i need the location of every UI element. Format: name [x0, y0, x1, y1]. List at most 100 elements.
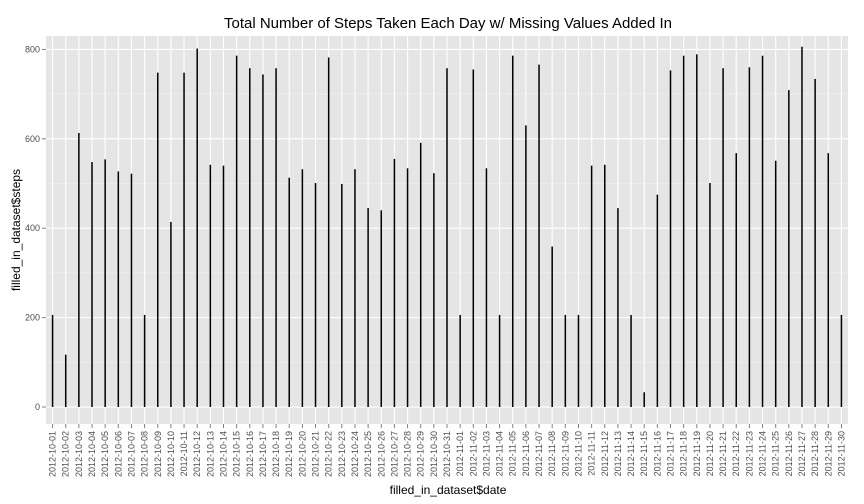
bar — [78, 133, 80, 408]
bar — [288, 177, 290, 408]
bar — [314, 183, 317, 408]
x-tick-label: 2012-10-14 — [218, 431, 228, 477]
x-axis-ticks: 2012-10-01 2012-10-02 2012-10-03 2012-10-04… — [48, 424, 846, 477]
bar — [354, 169, 356, 408]
bar — [669, 70, 672, 408]
bar — [406, 168, 409, 408]
bar — [117, 171, 120, 408]
bar — [827, 153, 830, 408]
bar — [367, 208, 369, 408]
x-tick-label: 2012-10-12 — [192, 431, 202, 477]
bar — [840, 314, 843, 408]
x-tick-label: 2012-10-03 — [74, 431, 84, 477]
bar — [774, 160, 777, 408]
x-tick-label: 2012-11-28 — [810, 431, 820, 476]
bar — [735, 153, 737, 408]
x-tick-label: 2012-10-24 — [350, 431, 360, 477]
chart-title: Total Number of Steps Taken Each Day w/ … — [224, 15, 672, 32]
x-tick-label: 2012-11-20 — [705, 431, 715, 476]
x-tick-label: 2012-11-19 — [692, 431, 702, 476]
bar — [51, 314, 54, 408]
x-tick-label: 2012-10-10 — [166, 431, 176, 477]
x-tick-label: 2012-11-26 — [784, 431, 794, 476]
x-tick-label: 2012-11-30 — [836, 431, 846, 476]
x-tick-label: 2012-11-06 — [521, 431, 531, 476]
x-tick-label: 2012-11-11 — [587, 431, 597, 476]
bar — [327, 57, 330, 408]
bar — [249, 68, 251, 408]
bar — [551, 246, 553, 408]
bar — [656, 194, 659, 408]
bar — [630, 314, 632, 408]
x-tick-label: 2012-11-02 — [468, 431, 478, 476]
bar — [485, 168, 488, 408]
x-tick-label: 2012-11-23 — [744, 431, 754, 476]
x-tick-label: 2012-10-11 — [179, 431, 189, 476]
bar — [459, 314, 461, 408]
bar — [761, 55, 764, 408]
x-tick-label: 2012-10-26 — [376, 431, 386, 477]
x-tick-label: 2012-10-02 — [61, 431, 71, 477]
bar — [696, 54, 698, 408]
x-tick-label: 2012-11-18 — [679, 431, 689, 476]
x-tick-label: 2012-10-04 — [87, 431, 97, 477]
x-tick-label: 2012-10-22 — [324, 431, 334, 477]
x-tick-label: 2012-11-29 — [823, 431, 833, 476]
bar — [341, 183, 343, 408]
bar — [709, 183, 711, 408]
bar — [643, 392, 645, 408]
bar — [143, 314, 146, 408]
x-tick-label: 2012-11-01 — [455, 431, 465, 476]
bar — [604, 164, 606, 408]
x-tick-label: 2012-11-16 — [652, 431, 662, 476]
bars — [51, 46, 843, 408]
x-tick-label: 2012-11-25 — [771, 431, 781, 476]
bar — [748, 67, 751, 408]
bar — [472, 69, 475, 408]
bar — [157, 72, 159, 408]
bar — [380, 210, 383, 408]
x-tick-label: 2012-10-13 — [205, 431, 215, 477]
bar — [196, 48, 198, 408]
x-tick-label: 2012-11-10 — [573, 431, 583, 476]
x-tick-label: 2012-11-09 — [560, 431, 570, 476]
y-tick-label: 600 — [25, 134, 40, 144]
x-tick-label: 2012-10-17 — [258, 431, 268, 477]
x-tick-label: 2012-11-27 — [797, 431, 807, 476]
bar — [170, 221, 172, 408]
bar — [577, 314, 580, 408]
x-tick-label: 2012-10-23 — [337, 431, 347, 477]
x-tick-label: 2012-11-15 — [639, 431, 649, 476]
y-tick-label: 400 — [25, 223, 40, 233]
x-tick-label: 2012-10-30 — [429, 431, 439, 477]
x-tick-label: 2012-10-18 — [271, 431, 281, 477]
bar — [64, 354, 67, 408]
x-tick-label: 2012-10-09 — [153, 431, 163, 477]
x-tick-label: 2012-11-13 — [613, 431, 623, 476]
x-tick-label: 2012-10-20 — [297, 431, 307, 477]
x-tick-label: 2012-11-12 — [600, 431, 610, 476]
bar — [511, 55, 514, 408]
y-tick-label: 0 — [35, 402, 40, 412]
x-tick-label: 2012-10-08 — [140, 431, 150, 477]
bar — [538, 64, 540, 408]
x-tick-label: 2012-10-05 — [100, 431, 110, 477]
x-tick-label: 2012-10-21 — [311, 431, 321, 477]
bar — [393, 158, 396, 408]
bar — [275, 68, 277, 408]
x-tick-label: 2012-10-27 — [389, 431, 399, 477]
x-tick-label: 2012-10-07 — [126, 431, 136, 477]
bar — [682, 55, 685, 408]
y-tick-label: 800 — [25, 44, 40, 54]
x-tick-label: 2012-10-01 — [48, 431, 58, 477]
bar — [91, 162, 93, 408]
x-tick-label: 2012-11-07 — [534, 431, 544, 476]
x-tick-label: 2012-11-03 — [481, 431, 491, 476]
x-tick-label: 2012-11-04 — [495, 431, 505, 476]
x-tick-label: 2012-10-25 — [363, 431, 373, 477]
bar — [564, 314, 567, 408]
x-tick-label: 2012-10-16 — [245, 431, 255, 477]
x-tick-label: 2012-11-05 — [508, 431, 518, 476]
x-tick-label: 2012-10-06 — [113, 431, 123, 477]
